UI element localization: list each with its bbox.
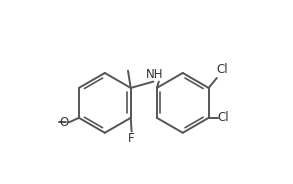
Text: Cl: Cl	[217, 63, 229, 76]
Text: Cl: Cl	[218, 111, 229, 124]
Text: O: O	[59, 116, 68, 129]
Text: NH: NH	[146, 68, 163, 81]
Text: F: F	[128, 132, 135, 145]
